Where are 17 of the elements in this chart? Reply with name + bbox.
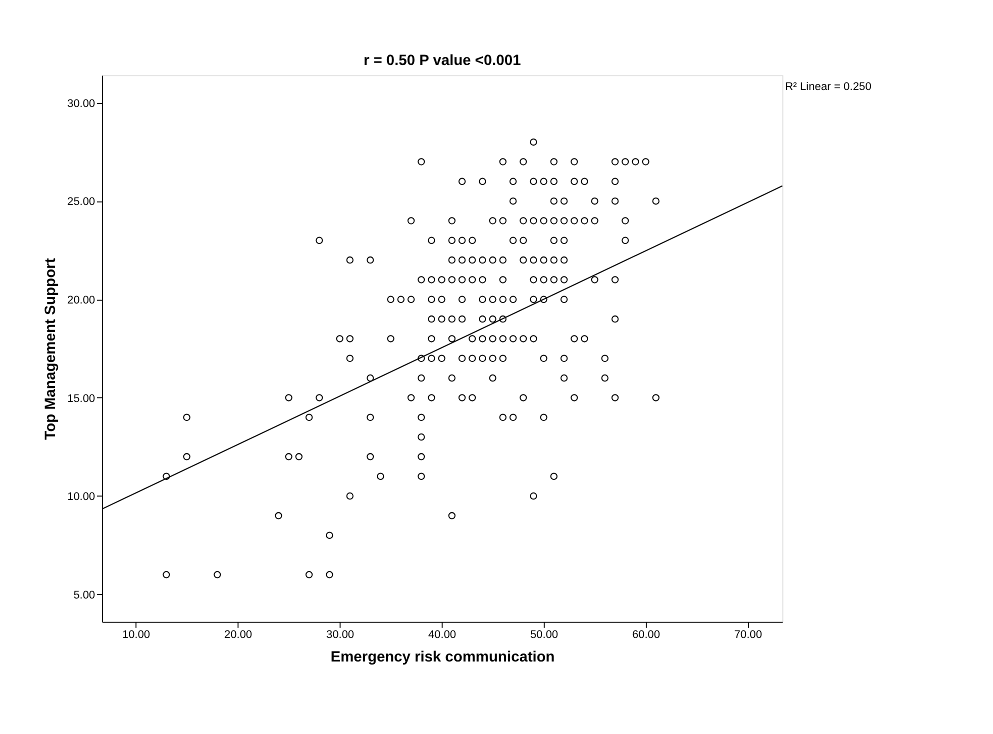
- y-tick-label: 20.00: [67, 294, 96, 307]
- y-tick-label: 5.00: [73, 589, 96, 602]
- x-tick-label: 60.00: [632, 629, 660, 642]
- x-tick-label: 70.00: [734, 629, 762, 642]
- y-tick-label: 25.00: [67, 196, 96, 208]
- x-tick-label: 50.00: [530, 629, 558, 642]
- x-tick-label: 30.00: [326, 629, 354, 642]
- y-tick-label: 15.00: [67, 392, 96, 405]
- text: R² Linear = 0.250: [785, 81, 872, 94]
- y-axis-title: Top Management Support: [43, 258, 60, 440]
- y-tick-label: 10.00: [67, 491, 96, 504]
- y-tick-label: 30.00: [67, 98, 96, 110]
- x-axis-title: Emergency risk communication: [330, 649, 555, 666]
- chart-title: r = 0.50 P value <0.001: [364, 53, 521, 70]
- x-tick-label: 20.00: [224, 629, 252, 642]
- x-tick-label: 10.00: [122, 629, 150, 642]
- x-tick-label: 40.00: [428, 629, 456, 642]
